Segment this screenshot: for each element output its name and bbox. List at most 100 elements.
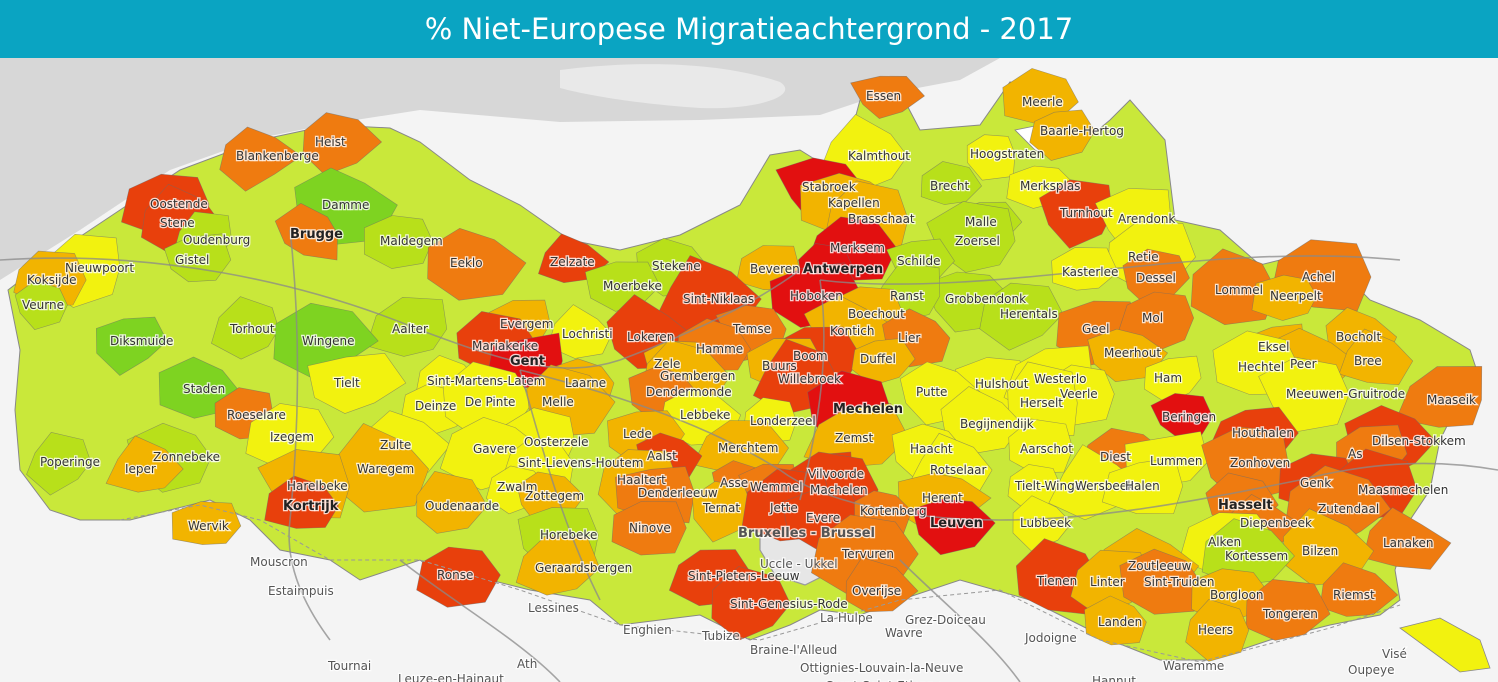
municipality-geraardsbergen[interactable] <box>515 535 601 596</box>
municipality-blankenberge[interactable] <box>219 126 302 192</box>
label-meerhout: Meerhout <box>1104 346 1161 360</box>
label-haacht: Haacht <box>910 442 953 456</box>
municipality-hoogstraten[interactable] <box>966 134 1016 181</box>
label-la-hulpe: La Hulpe <box>820 611 873 625</box>
municipality-heist[interactable] <box>302 112 383 176</box>
label-hechtel: Hechtel <box>1238 360 1284 374</box>
sea-area <box>0 58 1000 280</box>
label-lessines: Lessines <box>528 601 579 615</box>
label-eksel: Eksel <box>1258 340 1290 354</box>
municipality-begijnendijk[interactable] <box>940 386 1023 455</box>
label-diest: Diest <box>1100 450 1131 464</box>
label-waregem: Waregem <box>357 462 414 476</box>
label-zele: Zele <box>654 357 680 371</box>
municipality-oudenaarde[interactable] <box>416 470 488 534</box>
municipality-diksmuide[interactable] <box>95 316 168 376</box>
municipality-sint-genesius-rode[interactable] <box>711 566 791 641</box>
label-dendermonde: Dendermonde <box>646 385 732 399</box>
municipality-tielt[interactable] <box>307 352 407 414</box>
label-tienen: Tienen <box>1036 574 1077 588</box>
municipality-ninove[interactable] <box>611 501 687 556</box>
label-deinze: Deinze <box>415 399 456 413</box>
label-kalmthout: Kalmthout <box>848 149 910 163</box>
municipality-torhout[interactable] <box>211 296 280 360</box>
municipality-wervik[interactable] <box>171 501 242 545</box>
label-achel: Achel <box>1302 270 1335 284</box>
label-tournai: Tournai <box>327 659 371 673</box>
municipality-kasterlee[interactable] <box>1051 247 1119 291</box>
label-stabroek: Stabroek <box>802 180 856 194</box>
label-stekene: Stekene <box>652 259 701 273</box>
map-title: % Niet-Europese Migratieachtergrond - 20… <box>0 0 1498 58</box>
label-damme: Damme <box>322 198 369 212</box>
municipality-kortessem[interactable] <box>1201 518 1295 586</box>
municipality-eeklo[interactable] <box>427 227 527 301</box>
label-uccle-ukkel: Uccle - Ukkel <box>760 557 838 571</box>
municipality-bree[interactable] <box>1338 328 1414 386</box>
map-canvas[interactable]: Essen Meerle Baarle-Hertog Kalmthout Hoogstr… <box>0 58 1498 682</box>
municipality-zemst[interactable] <box>803 403 910 468</box>
label-izegem: Izegem <box>270 430 314 444</box>
label-maaseik: Maaseik <box>1427 393 1476 407</box>
label-aarschot: Aarschot <box>1020 442 1073 456</box>
label-merksplas: Merksplas <box>1020 179 1080 193</box>
label-mechelen: Mechelen <box>833 402 903 417</box>
municipality-heers[interactable] <box>1185 599 1250 662</box>
label-ranst: Ranst <box>890 289 924 303</box>
municipality-ternat[interactable] <box>692 480 754 543</box>
municipality-essen[interactable] <box>850 75 925 119</box>
label-westerlo: Westerlo <box>1034 372 1087 386</box>
label-peer: Peer <box>1290 357 1317 371</box>
municipality-aarschot[interactable] <box>1008 418 1074 474</box>
label-hoboken: Hoboken <box>790 289 843 303</box>
municipality-maldegem[interactable] <box>364 215 433 269</box>
municipality-herentals[interactable] <box>979 282 1064 351</box>
municipality-halen[interactable] <box>1101 457 1184 515</box>
label-moerbeke: Moerbeke <box>603 279 662 293</box>
label-harelbeke: Harelbeke <box>287 479 348 493</box>
choropleth-map[interactable]: Essen Meerle Baarle-Hertog Kalmthout Hoogstr… <box>0 58 1498 682</box>
label-estaimpuis: Estaimpuis <box>268 584 334 598</box>
label-zutendaal: Zutendaal <box>1318 502 1379 516</box>
municipality-sint-truiden[interactable] <box>1119 548 1202 615</box>
label-buurs: Buurs <box>762 359 797 373</box>
label-gavere: Gavere <box>473 442 516 456</box>
municipality-landen[interactable] <box>1084 595 1147 646</box>
label-evere: Evere <box>806 511 840 525</box>
label-lochristi: Lochristi <box>562 327 613 341</box>
municipality-poperinge[interactable] <box>26 431 92 496</box>
label-braine-l-alleud: Braine-l'Alleud <box>750 643 837 657</box>
label-heers: Heers <box>1198 623 1233 637</box>
label-wingene: Wingene <box>302 334 355 348</box>
municipality-turnhout[interactable] <box>1039 179 1113 249</box>
municipality-riemst[interactable] <box>1319 562 1399 617</box>
municipality-leuven[interactable] <box>912 498 996 556</box>
municipality-neerpelt[interactable] <box>1251 274 1318 321</box>
municipality-veurne[interactable] <box>14 280 68 330</box>
label-lommel: Lommel <box>1215 283 1263 297</box>
label-ternat: Ternat <box>702 501 740 515</box>
label-houthalen: Houthalen <box>1232 426 1294 440</box>
label-ronse: Ronse <box>437 568 473 582</box>
municipality-duffel[interactable] <box>851 337 916 386</box>
municipality-gistel[interactable] <box>164 233 232 283</box>
municipality-brugge[interactable] <box>274 202 338 261</box>
municipality-ronse[interactable] <box>416 546 501 608</box>
label-sint-genesius-rode: Sint-Genesius-Rode <box>730 597 848 611</box>
label-arendonk: Arendonk <box>1118 212 1175 226</box>
municipality-maaseik[interactable] <box>1395 366 1483 428</box>
highway-e411 <box>899 559 1021 682</box>
municipality-aalter[interactable] <box>366 296 448 357</box>
municipality-baarle-hertog[interactable] <box>1029 109 1096 161</box>
label-zulte: Zulte <box>380 438 411 452</box>
municipality-overijse[interactable] <box>845 556 919 613</box>
label-zelzate: Zelzate <box>550 255 595 269</box>
label-asse: Asse <box>720 476 748 490</box>
label-neerpelt: Neerpelt <box>1270 289 1322 303</box>
label-ham: Ham <box>1154 371 1182 385</box>
label-lokeren: Lokeren <box>627 330 674 344</box>
label-brecht: Brecht <box>930 179 969 193</box>
municipality-kortrijk[interactable] <box>264 475 339 529</box>
label-oosterzele: Oosterzele <box>524 435 588 449</box>
municipality-ieper[interactable] <box>105 435 184 493</box>
